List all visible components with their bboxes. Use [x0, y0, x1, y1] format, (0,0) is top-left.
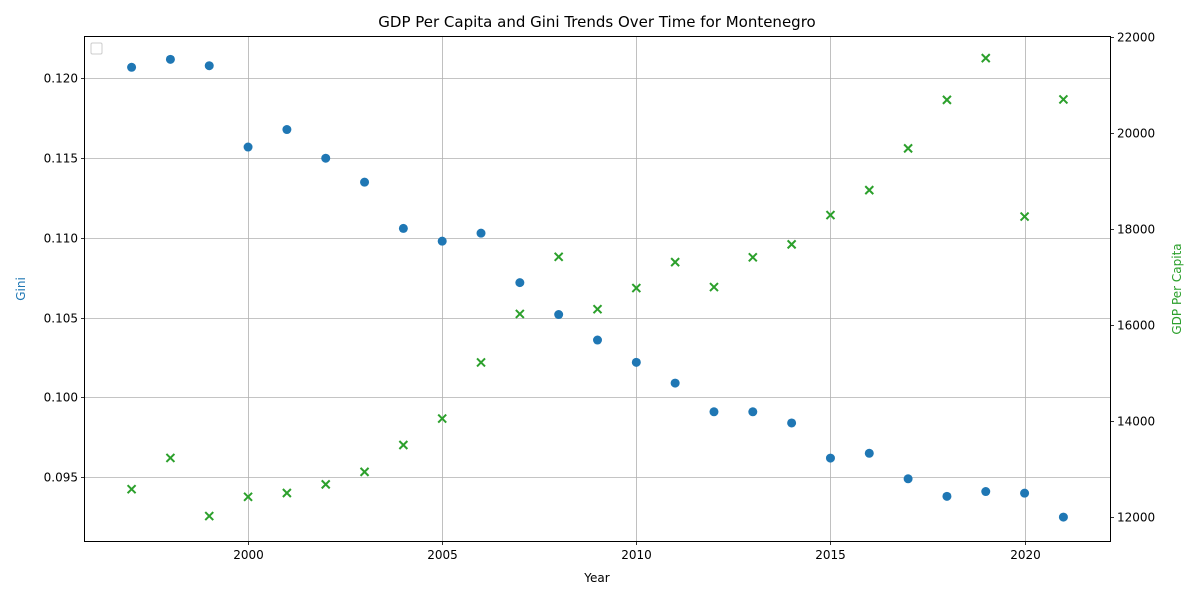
plot-frame [84, 36, 1111, 542]
gdp-point [204, 511, 214, 521]
gini-series [127, 54, 1068, 522]
gini-point [670, 378, 680, 388]
gdp-series [126, 53, 1069, 521]
gdp-point [786, 239, 797, 250]
right-axis-ticks: 12000 14000 16000 18000 20000 22000 [1110, 31, 1155, 525]
chart-title: GDP Per Capita and Gini Trends Over Time… [378, 13, 815, 31]
x-tick-label: 2010 [621, 548, 652, 562]
gdp-point [476, 357, 486, 368]
gini-point [593, 335, 602, 345]
gini-point [942, 491, 952, 501]
gini-point [398, 223, 408, 233]
right-tick-label: 22000 [1117, 31, 1155, 45]
x-tick-label: 2015 [815, 548, 846, 562]
gini-point [903, 474, 913, 484]
gini-point [981, 487, 991, 497]
gdp-point [748, 252, 758, 263]
gini-point [554, 310, 564, 320]
right-tick-label: 20000 [1117, 127, 1155, 141]
left-axis-ticks: 0.095 0.100 0.105 0.110 0.115 0.120 [44, 72, 85, 485]
x-tick-label: 2000 [233, 548, 264, 562]
gdp-point [981, 53, 991, 63]
gdp-point [359, 467, 370, 477]
gdp-point [1019, 211, 1030, 222]
gdp-point [437, 413, 447, 424]
gini-point [748, 407, 758, 417]
gini-point [709, 407, 719, 417]
gdp-point [165, 453, 176, 463]
gdp-point [670, 257, 680, 267]
gini-point [864, 448, 874, 458]
left-tick-label: 0.100 [44, 391, 78, 405]
gini-point [476, 228, 486, 238]
left-tick-label: 0.115 [44, 152, 78, 166]
gdp-point [398, 440, 409, 450]
left-tick-label: 0.105 [44, 312, 78, 326]
left-tick-label: 0.110 [44, 232, 78, 246]
gini-point [631, 357, 641, 367]
legend-box [90, 42, 103, 55]
grid-lines [85, 37, 1110, 541]
gini-point [321, 153, 331, 163]
gdp-point [126, 484, 137, 494]
right-axis-title: GDP Per Capita [1170, 243, 1184, 334]
gdp-point [864, 185, 874, 195]
gdp-point [903, 143, 913, 154]
gini-point [127, 62, 137, 72]
right-tick-label: 18000 [1117, 223, 1155, 237]
x-axis-title: Year [583, 571, 609, 585]
left-tick-label: 0.120 [44, 72, 78, 86]
right-tick-label: 12000 [1117, 511, 1155, 525]
gdp-point [282, 488, 292, 498]
gdp-point [592, 304, 603, 314]
x-tick-label: 2020 [1010, 548, 1041, 562]
left-tick-label: 0.095 [44, 471, 78, 485]
left-axis-title: Gini [14, 277, 28, 301]
gini-point [787, 418, 797, 428]
gini-point [165, 54, 175, 64]
right-tick-label: 16000 [1117, 319, 1155, 333]
gini-point [825, 453, 835, 463]
x-axis-ticks: 2000 2005 2010 2015 2020 [233, 541, 1041, 562]
gdp-point [515, 309, 525, 319]
gini-point [204, 61, 214, 71]
gini-point [437, 236, 447, 246]
gdp-point [825, 210, 836, 220]
gini-point [282, 125, 292, 135]
x-tick-label: 2005 [427, 548, 458, 562]
gini-point [360, 177, 370, 187]
gdp-point [631, 283, 642, 293]
gdp-point [243, 492, 253, 502]
gdp-point [321, 479, 331, 490]
right-tick-label: 14000 [1117, 415, 1155, 429]
gini-point [515, 278, 525, 288]
gdp-point [553, 252, 564, 262]
gdp-point [1058, 94, 1069, 105]
gdp-point [942, 95, 952, 105]
gini-point [1058, 512, 1068, 522]
gdp-point [709, 282, 719, 292]
gini-point [243, 142, 253, 152]
gini-point [1020, 488, 1030, 498]
